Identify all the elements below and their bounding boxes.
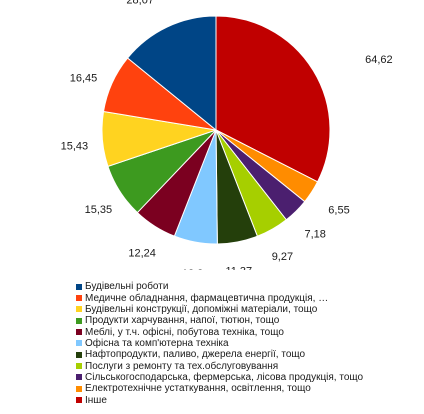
data-label-0: 64,62 <box>365 54 393 66</box>
legend-swatch <box>76 363 82 370</box>
legend-label: Будівельні конструкції, допоміжні матері… <box>85 303 318 315</box>
data-label-8: 15,43 <box>61 140 89 152</box>
data-label-2: 7,18 <box>304 229 325 241</box>
data-label-9: 16,45 <box>70 73 98 85</box>
legend-swatch <box>76 397 82 404</box>
data-label-3: 9,27 <box>272 251 293 263</box>
data-label-4: 11,37 <box>225 266 252 270</box>
legend-entry: Офісна та комп'ютерна техніка <box>76 338 363 349</box>
legend-label: Будівельні роботи <box>85 281 169 293</box>
legend-swatch <box>76 374 82 381</box>
legend: Будівельні роботи Медичне обладнання, фар… <box>76 281 363 406</box>
pie-chart: 64,62 6,557,18 9,27 11,37 12,2 12,24 15,35 15,4… <box>61 0 393 270</box>
legend-swatch <box>76 329 82 336</box>
pie-slice-0 <box>215 15 331 183</box>
legend-swatch <box>76 306 82 313</box>
legend-entry: Медичне обладнання, фармацевтична продук… <box>76 292 363 304</box>
legend-swatch <box>76 340 82 347</box>
legend-entry: Інше <box>76 394 363 406</box>
data-label-7: 15,35 <box>85 204 113 216</box>
legend-label: Меблі, у т.ч. офісні, побутова техніка, … <box>85 326 284 338</box>
legend-entry: Меблі, у т.ч. офісні, побутова техніка, … <box>76 326 363 338</box>
legend-swatch <box>76 283 82 290</box>
data-label-10: 28,07 <box>126 0 154 7</box>
legend-label: Продукти харчування, напої, тютюн, тощо <box>85 315 280 327</box>
data-label-1: 6,55 <box>328 205 349 217</box>
legend-label: Нафтопродукти, паливо, джерела енергії, … <box>85 349 306 361</box>
data-label-6: 12,24 <box>128 248 156 260</box>
legend-label: Медичне обладнання, фармацевтична продук… <box>85 292 329 304</box>
legend-label: Послуги з ремонту та тех.обслуговування <box>85 360 279 372</box>
legend-entry: Нафтопродукти, паливо, джерела енергії, … <box>76 349 363 360</box>
legend-label: Електротехнічне устаткування, освітлення… <box>85 383 311 395</box>
legend-label: Офісна та комп'ютерна техніка <box>85 337 229 349</box>
legend-entry: Електротехнічне устаткування, освітлення… <box>76 383 363 394</box>
pie-slice-10 <box>126 15 217 132</box>
legend-swatch <box>76 295 82 302</box>
legend-entry: Продукти харчування, напої, тютюн, тощо <box>76 315 363 326</box>
legend-label: Сільськогосподарська, фермерська, лісова… <box>85 371 364 383</box>
legend-swatch <box>76 351 82 358</box>
legend-swatch <box>76 317 82 324</box>
legend-label: Інше <box>85 394 107 406</box>
legend-swatch <box>76 385 82 392</box>
legend-entry: Будівельні роботи <box>76 281 363 292</box>
legend-entry: Послуги з ремонту та тех.обслуговування <box>76 360 363 372</box>
data-label-5: 12,2 <box>182 268 203 270</box>
legend-entry: Будівельні конструкції, допоміжні матері… <box>76 304 363 315</box>
legend-entry: Сільськогосподарська, фермерська, лісова… <box>76 372 363 383</box>
